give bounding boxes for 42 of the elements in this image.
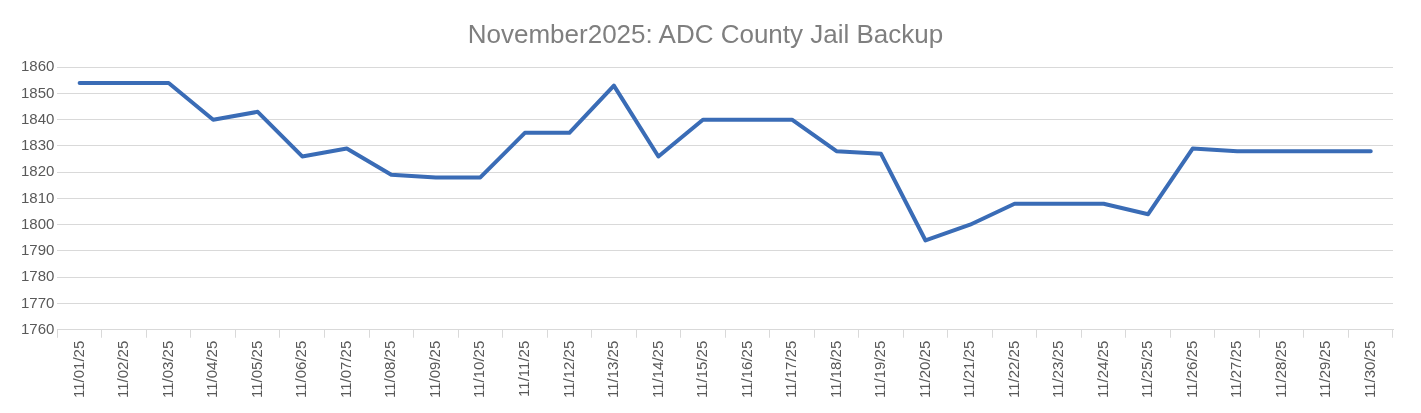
y-tick-label: 1850 <box>20 83 55 101</box>
x-tick-label: 11/02/25 <box>114 340 132 399</box>
y-tick-label: 1830 <box>20 136 55 154</box>
x-tick-label: 11/22/25 <box>1004 340 1022 399</box>
x-tick-label: 11/17/25 <box>782 340 800 399</box>
x-tick-label: 11/07/25 <box>336 340 354 399</box>
y-tick-label: 1780 <box>20 267 55 285</box>
x-tick-label: 11/06/25 <box>292 340 310 399</box>
x-tick-label: 11/01/25 <box>69 340 87 399</box>
y-tick-label: 1820 <box>20 162 55 180</box>
x-tick-label: 11/09/25 <box>425 340 443 399</box>
x-tick-label: 11/08/25 <box>381 340 399 399</box>
y-tick-label: 1800 <box>20 214 55 232</box>
x-tick-label: 11/18/25 <box>826 340 844 399</box>
x-tick-label: 11/28/25 <box>1271 340 1289 399</box>
y-tick-label: 1860 <box>20 57 55 75</box>
x-tick-label: 11/23/25 <box>1049 340 1067 399</box>
x-tick-label: 11/25/25 <box>1138 340 1156 399</box>
y-tick-label: 1810 <box>20 188 55 206</box>
x-tick-label: 11/20/25 <box>915 340 933 399</box>
y-tick-label: 1770 <box>20 293 55 311</box>
x-tick-label: 11/16/25 <box>737 340 755 399</box>
y-tick-label: 1840 <box>20 109 55 127</box>
x-tick-label: 11/13/25 <box>604 340 622 399</box>
x-tick-label: 11/10/25 <box>470 340 488 399</box>
chart-title: November2025: ADC County Jail Backup <box>467 18 944 49</box>
x-tick-label: 11/30/25 <box>1360 340 1378 399</box>
x-tick-label: 11/26/25 <box>1182 340 1200 399</box>
x-tick-label: 11/19/25 <box>871 340 889 399</box>
x-tick-label: 11/14/25 <box>648 340 666 399</box>
x-tick-label: 11/04/25 <box>203 340 221 399</box>
x-tick-label: 11/24/25 <box>1093 340 1111 399</box>
y-tick-label: 1760 <box>20 319 55 337</box>
x-tick-label: 11/05/25 <box>247 340 265 399</box>
x-tick-label: 11/03/25 <box>158 340 176 399</box>
x-tick-label: 11/29/25 <box>1316 340 1334 399</box>
x-tick-label: 11/21/25 <box>960 340 978 399</box>
x-tick-label: 11/27/25 <box>1227 340 1245 399</box>
x-tick-label: 11/12/25 <box>559 340 577 399</box>
y-tick-label: 1790 <box>20 241 55 259</box>
x-tick-label: 11/11/25 <box>514 340 532 397</box>
x-tick-label: 11/15/25 <box>693 340 711 399</box>
